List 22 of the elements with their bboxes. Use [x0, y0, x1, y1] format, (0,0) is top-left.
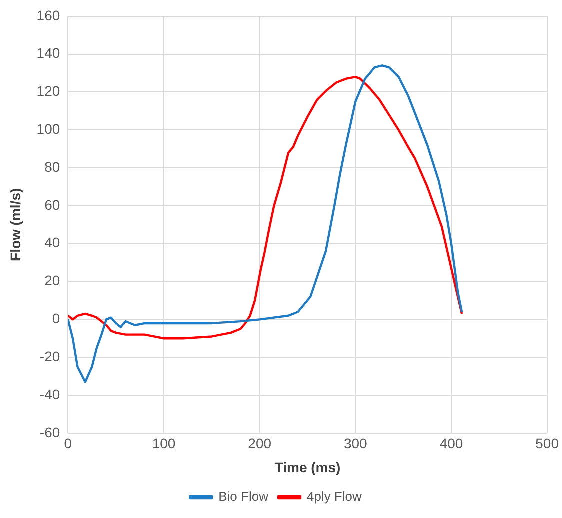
y-tick-label: 100: [36, 120, 60, 137]
legend-label: Bio Flow: [218, 489, 270, 504]
y-tick-label: -20: [40, 348, 60, 364]
y-tick-label: 80: [44, 158, 60, 175]
y-tick-label: 140: [36, 45, 60, 62]
y-tick-label: -40: [40, 386, 60, 402]
x-tick-label: 0: [64, 436, 72, 452]
y-tick-label: 20: [44, 272, 60, 289]
y-tick-label: 40: [44, 234, 60, 251]
y-tick-label: 120: [36, 83, 60, 100]
y-axis-title: Flow (ml/s): [7, 188, 24, 262]
x-tick-label: 100: [152, 436, 176, 452]
y-tick-label: 0: [52, 310, 60, 327]
y-tick-label: 160: [36, 7, 60, 24]
x-tick-label: 200: [248, 436, 272, 452]
x-tick-label: 300: [344, 436, 368, 452]
x-tick-label: 500: [536, 436, 560, 452]
y-tick-label: -60: [40, 424, 60, 440]
x-axis-title: Time (ms): [274, 459, 341, 476]
y-tick-label: 60: [44, 196, 60, 213]
x-tick-label: 400: [440, 436, 464, 452]
legend-label: 4ply Flow: [306, 489, 362, 504]
